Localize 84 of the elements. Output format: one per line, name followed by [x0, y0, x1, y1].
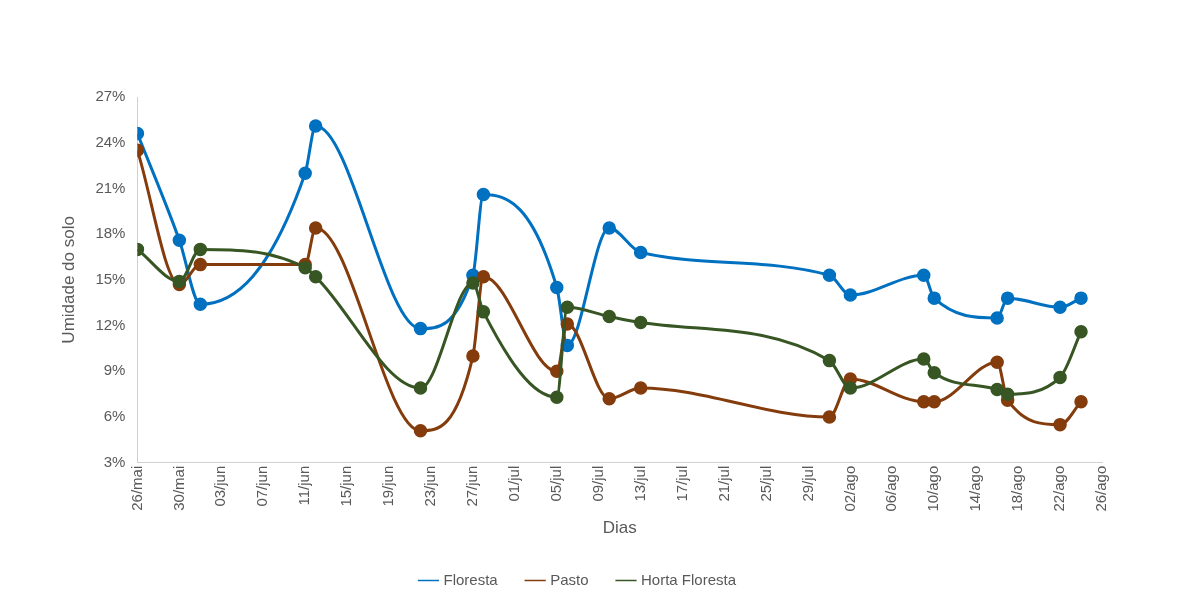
y-tick-label: 6% — [103, 407, 126, 425]
x-tick-label: 26/mai — [127, 465, 145, 511]
x-tick-label: 14/ago — [966, 465, 984, 512]
point — [990, 382, 1004, 397]
point — [822, 410, 837, 424]
point — [1074, 395, 1088, 409]
x-tick-label: 18/ago — [1008, 465, 1026, 512]
point — [917, 352, 931, 366]
point — [308, 221, 323, 235]
x-tick-label: 05/jul — [546, 465, 564, 502]
x-tick-label: 21/jul — [714, 465, 732, 502]
x-tick-label: 25/jul — [756, 465, 774, 502]
point — [602, 221, 616, 235]
y-tick-label: 15% — [95, 270, 126, 287]
point — [843, 288, 858, 302]
point — [1053, 417, 1067, 432]
y-tick-label: 12% — [95, 315, 126, 333]
point — [927, 291, 941, 305]
point — [822, 353, 837, 368]
point — [927, 366, 941, 380]
x-tick-label: 13/jul — [630, 465, 648, 502]
x-tick-label: 30/mai — [169, 465, 187, 511]
x-tick-label: 23/jun — [421, 465, 439, 507]
point — [1053, 370, 1067, 385]
point — [990, 355, 1004, 369]
x-tick-label: 29/jul — [798, 465, 816, 502]
legend-label: Horta Floresta — [641, 570, 737, 588]
point — [843, 381, 858, 395]
point — [413, 321, 428, 336]
legend-label: Floresta — [443, 570, 499, 588]
point — [308, 119, 323, 133]
point — [602, 391, 616, 406]
y-tick-label: 9% — [103, 361, 126, 379]
point — [602, 309, 616, 324]
point — [413, 381, 428, 395]
y-tick-label: 27% — [95, 87, 126, 105]
x-tick-label: 27/jun — [463, 465, 481, 507]
y-axis-title: Umidade do solo — [58, 216, 78, 344]
x-tick-label: 01/jul — [505, 465, 523, 502]
x-tick-label: 11/jun — [295, 465, 313, 506]
point — [476, 270, 491, 284]
legend-label: Pasto — [550, 570, 589, 588]
point — [193, 297, 208, 311]
point — [990, 311, 1004, 325]
point — [550, 280, 564, 295]
point — [633, 245, 648, 260]
x-tick-label: 19/jun — [379, 465, 397, 507]
point — [308, 270, 323, 284]
point — [193, 242, 208, 257]
point — [1000, 291, 1015, 305]
point — [466, 276, 480, 290]
x-axis-title: Dias — [602, 518, 637, 538]
x-tick-label: 06/ago — [882, 465, 900, 512]
point — [1074, 291, 1088, 305]
x-tick-label: 03/jun — [211, 465, 229, 507]
point — [172, 233, 187, 247]
point — [550, 390, 564, 404]
point — [193, 257, 208, 272]
point — [560, 300, 575, 315]
point — [1074, 324, 1088, 339]
point — [822, 268, 837, 283]
point — [466, 349, 480, 363]
point — [476, 305, 491, 319]
point — [917, 268, 931, 283]
point — [1053, 300, 1067, 315]
x-tick-label: 02/ago — [840, 465, 858, 512]
y-tick-label: 24% — [95, 132, 126, 150]
x-tick-label: 10/ago — [924, 465, 942, 512]
point — [413, 423, 428, 438]
x-tick-label: 26/ago — [1092, 465, 1110, 512]
point — [476, 187, 491, 202]
x-tick-label: 22/ago — [1050, 465, 1068, 512]
x-tick-label: 17/jul — [672, 465, 690, 502]
point — [298, 166, 312, 180]
point — [1000, 387, 1015, 401]
point — [927, 395, 941, 409]
y-tick-label: 3% — [103, 452, 126, 470]
x-tick-label: 09/jul — [588, 465, 606, 502]
point — [633, 315, 648, 330]
point — [633, 381, 648, 395]
x-tick-label: 15/jun — [337, 465, 355, 507]
y-tick-label: 21% — [95, 178, 126, 196]
y-tick-label: 18% — [95, 224, 126, 242]
x-tick-label: 07/jun — [253, 465, 271, 507]
